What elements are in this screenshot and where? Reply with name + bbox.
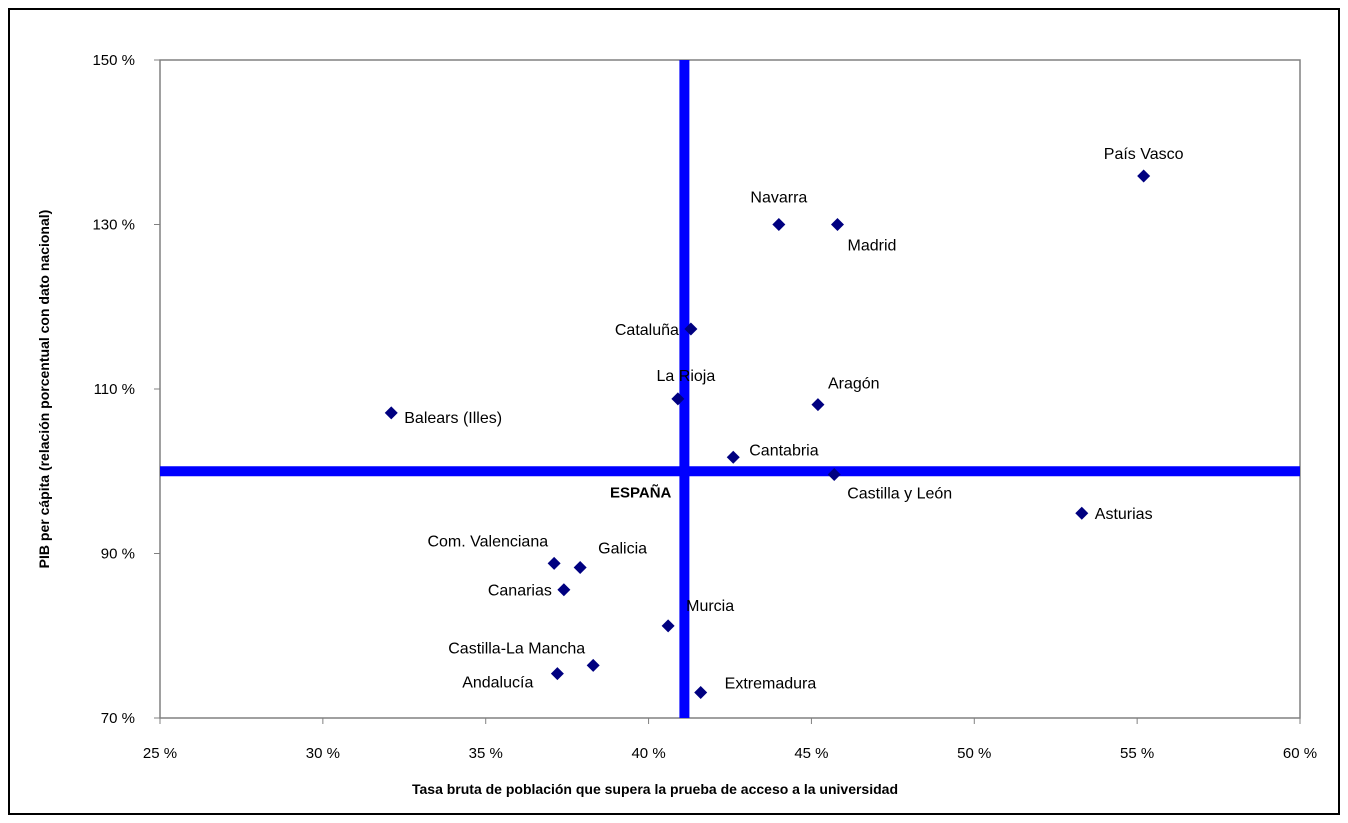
data-point-label: Galicia bbox=[598, 540, 647, 557]
y-tick-label: 90 % bbox=[101, 546, 135, 563]
y-tick-label: 70 % bbox=[101, 710, 135, 727]
x-axis: 25 % 30 % 35 % 40 % 45 % 50 % 55 % 60 % bbox=[143, 718, 1317, 762]
x-tick-label: 30 % bbox=[306, 745, 340, 762]
y-tick-label: 150 % bbox=[92, 52, 135, 69]
data-point bbox=[547, 556, 561, 570]
x-axis-title: Tasa bruta de población que supera la pr… bbox=[412, 781, 898, 797]
data-point-label: La Rioja bbox=[657, 368, 716, 385]
data-point bbox=[384, 406, 398, 420]
data-point bbox=[684, 322, 698, 336]
data-points bbox=[384, 169, 1151, 700]
data-point-label: Castilla-La Mancha bbox=[448, 640, 585, 657]
data-point-label: Aragón bbox=[828, 376, 880, 393]
data-point bbox=[671, 392, 685, 406]
data-point-label: Balears (Illes) bbox=[404, 410, 502, 427]
x-tick-label: 45 % bbox=[794, 745, 828, 762]
x-tick-label: 60 % bbox=[1283, 745, 1317, 762]
data-point bbox=[661, 619, 675, 633]
y-tick-label: 110 % bbox=[94, 381, 135, 398]
x-tick-label: 40 % bbox=[631, 745, 665, 762]
x-tick-label: 35 % bbox=[469, 745, 503, 762]
plot-area bbox=[159, 59, 1301, 719]
data-point-label: Murcia bbox=[686, 598, 734, 615]
spain-label: ESPAÑA bbox=[610, 483, 672, 501]
data-point-label: Madrid bbox=[847, 238, 896, 255]
point-labels: País Vasco Navarra Madrid Cataluña La Rioja A… bbox=[404, 146, 1183, 693]
data-point-label: Extremadura bbox=[725, 676, 817, 693]
data-point bbox=[1137, 169, 1151, 183]
data-point bbox=[573, 560, 587, 574]
data-point bbox=[1075, 506, 1089, 520]
data-point bbox=[586, 658, 600, 672]
data-point-label: Cataluña bbox=[615, 322, 679, 339]
data-point-label: Castilla y León bbox=[847, 486, 952, 503]
data-point bbox=[557, 583, 571, 597]
data-point bbox=[827, 468, 841, 482]
data-point-label: Asturias bbox=[1095, 506, 1153, 523]
data-point bbox=[726, 450, 740, 464]
data-point-label: Com. Valenciana bbox=[427, 533, 548, 550]
data-point-label: Navarra bbox=[750, 190, 807, 207]
spain-reference-lines: ESPAÑA bbox=[160, 60, 1300, 718]
data-point-label: País Vasco bbox=[1104, 146, 1184, 163]
x-tick-label: 55 % bbox=[1120, 745, 1154, 762]
data-point-label: Canarias bbox=[488, 583, 552, 600]
y-axis: 70 % 90 % 110 % 130 % 150 % bbox=[92, 52, 160, 727]
x-tick-label: 25 % bbox=[143, 745, 177, 762]
data-point bbox=[694, 686, 708, 700]
data-point bbox=[772, 218, 786, 231]
data-point-label: Cantabria bbox=[749, 442, 818, 459]
data-point bbox=[830, 218, 844, 231]
x-tick-label: 50 % bbox=[957, 745, 991, 762]
data-point-label: Andalucía bbox=[462, 675, 533, 692]
y-tick-label: 130 % bbox=[92, 217, 135, 234]
data-point bbox=[550, 667, 564, 681]
data-point bbox=[811, 398, 825, 412]
y-axis-title: PIB per cápita (relación porcentual con … bbox=[36, 210, 52, 569]
